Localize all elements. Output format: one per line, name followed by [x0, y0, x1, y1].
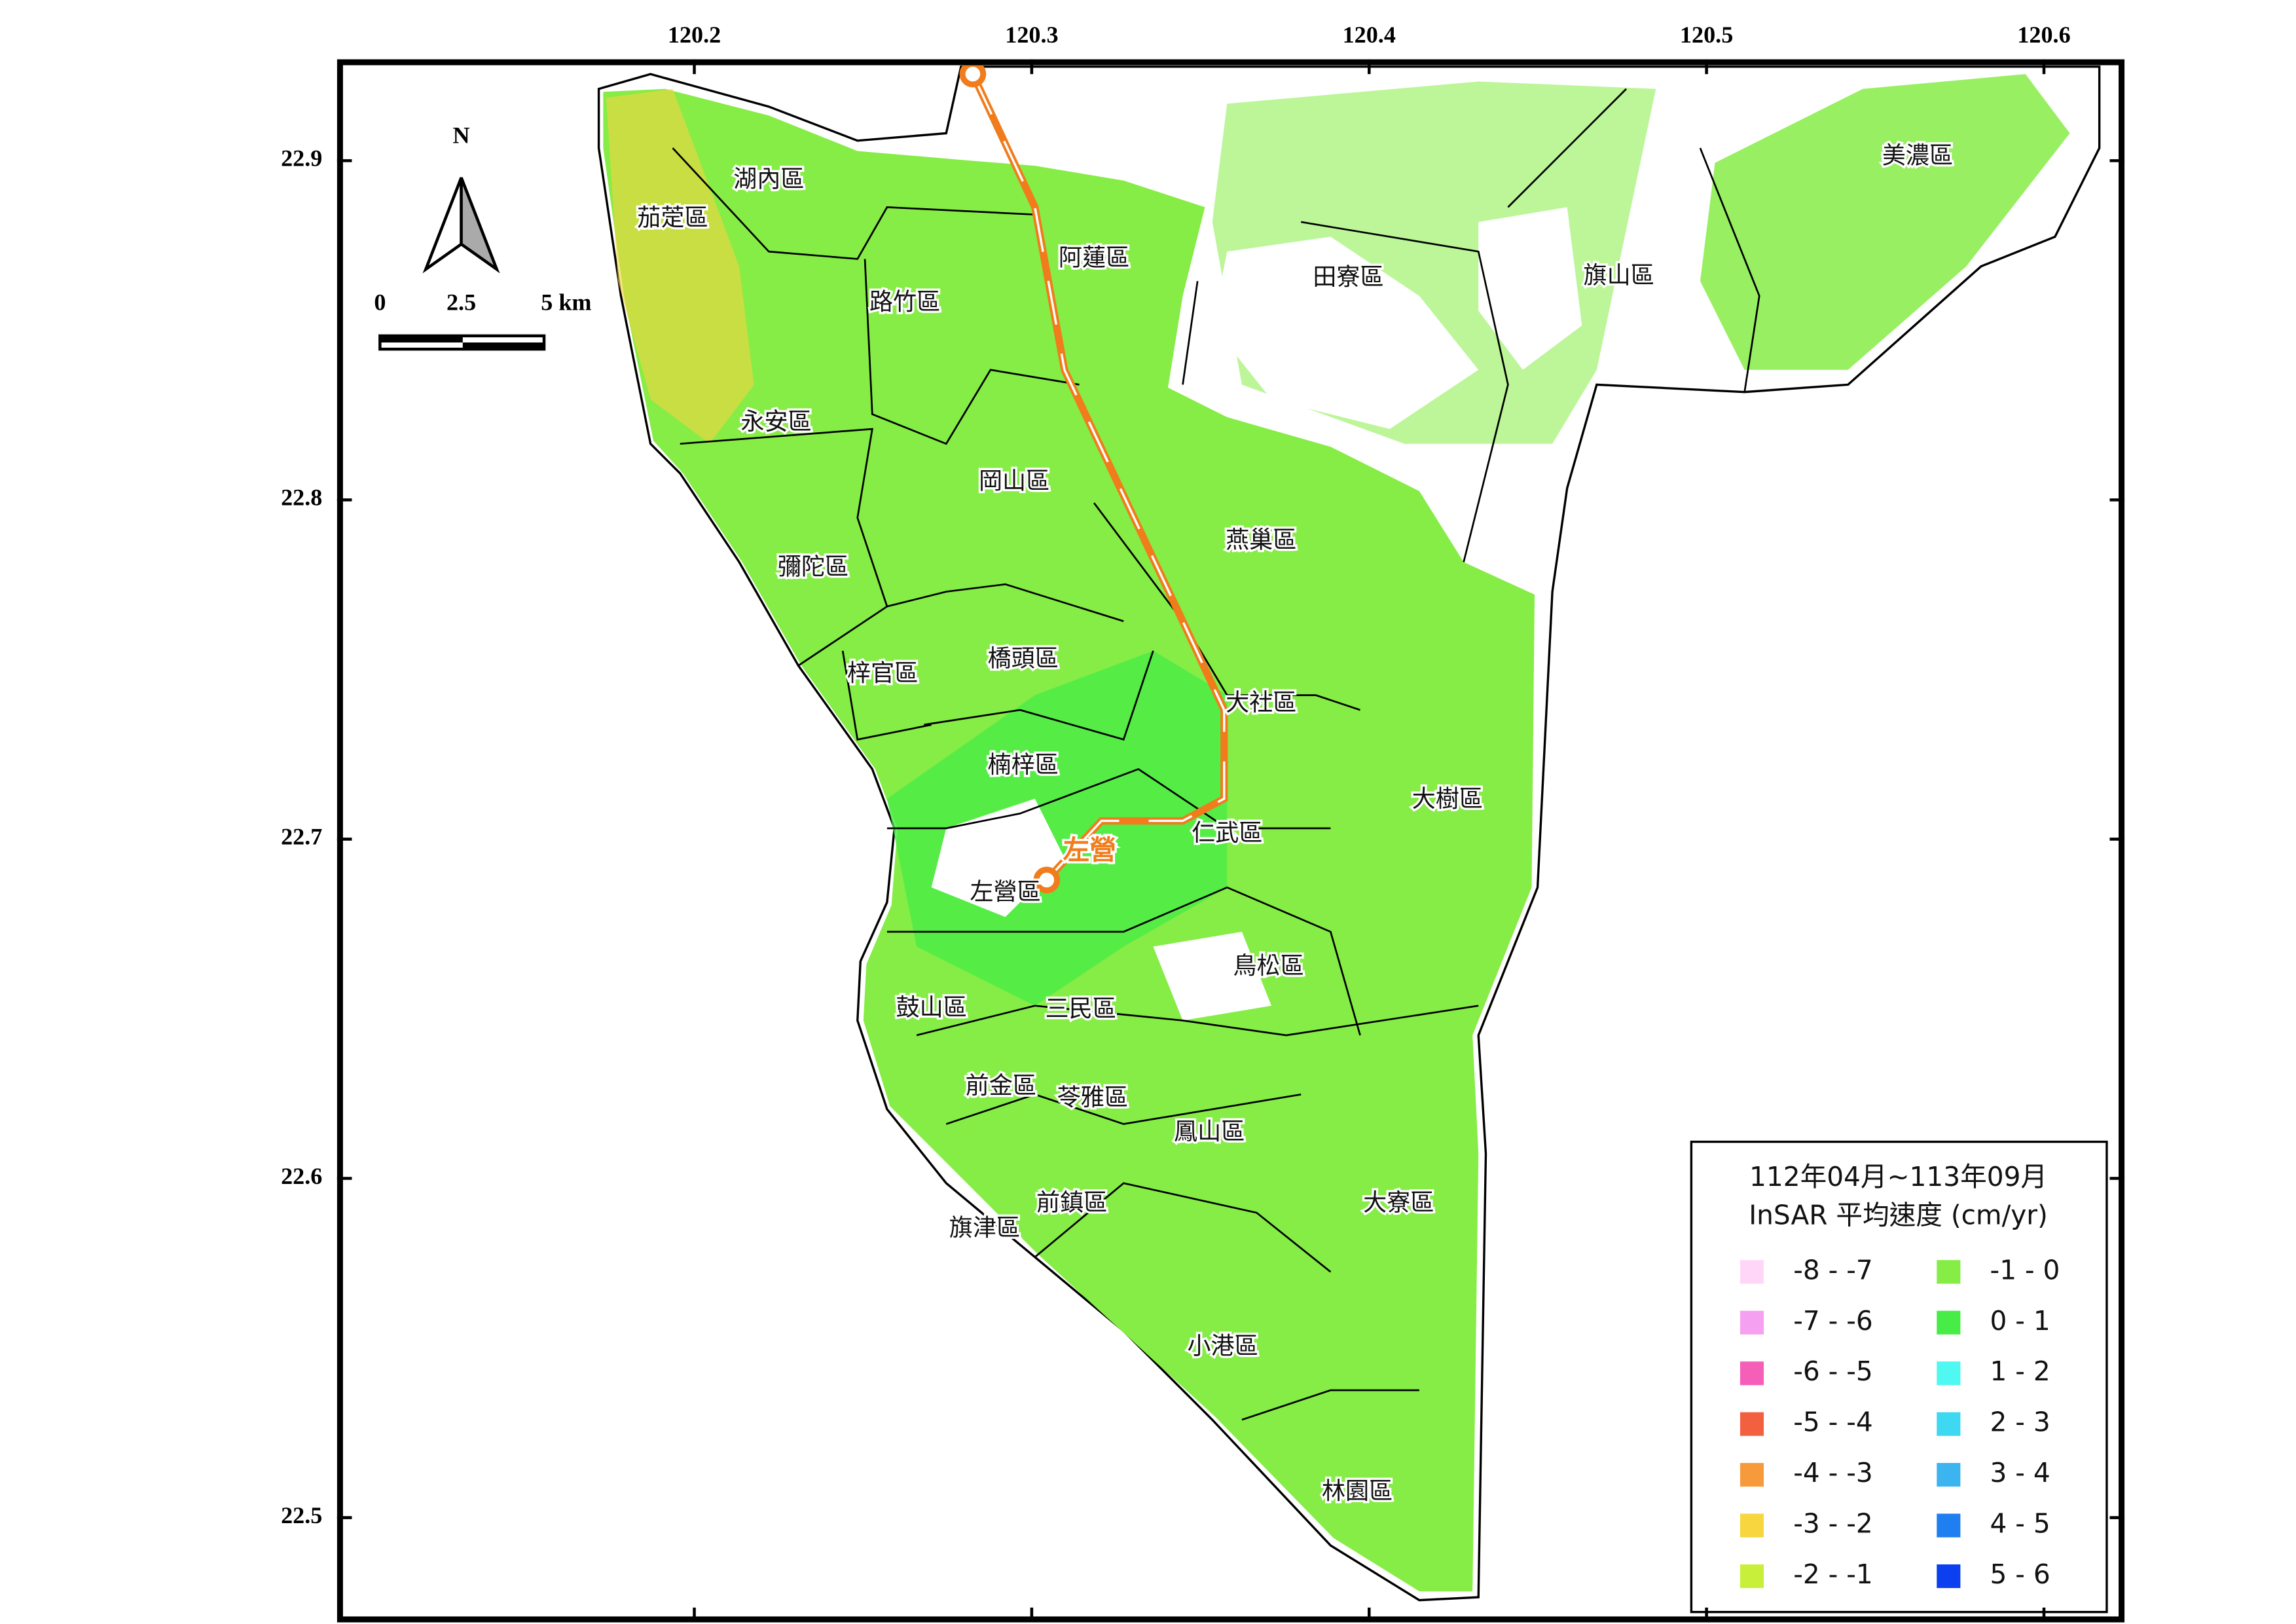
scale-bar: [462, 342, 545, 350]
lat-tick-label: 22.9: [281, 145, 322, 172]
legend-swatch: [1740, 1310, 1764, 1335]
legend-label: 2 - 3: [1990, 1407, 2050, 1438]
legend-swatch: [1740, 1513, 1764, 1538]
district-label: 前金區: [966, 1071, 1036, 1099]
lat-tick-label: 22.5: [281, 1502, 322, 1528]
district-label: 湖內區: [733, 165, 804, 193]
district-label: 阿蓮區: [1059, 243, 1129, 271]
district-label: 左營區: [970, 877, 1040, 906]
legend-swatch: [1740, 1260, 1764, 1284]
legend-label: -3 - -2: [1793, 1508, 1873, 1540]
district-label: 鳥松區: [1233, 951, 1303, 980]
lat-tick-label: 22.6: [281, 1163, 322, 1189]
district-label: 梓官區: [847, 659, 918, 687]
legend-label: 5 - 6: [1990, 1559, 2050, 1590]
legend-label: 1 - 2: [1990, 1356, 2050, 1387]
district-label: 大寮區: [1363, 1188, 1434, 1216]
district-label: 鳳山區: [1174, 1117, 1245, 1145]
legend-label: -5 - -4: [1793, 1407, 1873, 1438]
legend-label: -2 - -1: [1793, 1559, 1873, 1590]
north-arrow: [422, 177, 463, 274]
lat-tick-label: 22.7: [281, 824, 322, 850]
station-marker: [959, 60, 987, 88]
district-label: 美濃區: [1882, 141, 1953, 170]
district-label: 路竹區: [869, 287, 940, 316]
deformation-area: [886, 650, 1228, 1006]
north-arrow: [460, 177, 500, 274]
district-label: 苓雅區: [1057, 1083, 1128, 1111]
district-label: 橋頭區: [987, 644, 1058, 672]
legend-swatch: [1937, 1260, 1961, 1284]
district-boundaries: [672, 88, 1760, 1421]
map-frame: [337, 59, 2125, 1623]
legend-swatch: [1937, 1564, 1961, 1589]
unmeasured-area: [931, 207, 1582, 1021]
hsr-line-core: [972, 73, 1226, 881]
legend-label: -8 - -7: [1793, 1254, 1873, 1285]
district-label: 岡山區: [979, 466, 1049, 494]
legend-title: 112年04月~113年09月: [1749, 1161, 2047, 1192]
district-label: 大社區: [1226, 688, 1296, 716]
legend-label: 0 - 1: [1990, 1305, 2050, 1337]
scale-label: 0: [374, 289, 386, 316]
lat-tick-label: 22.8: [281, 485, 322, 511]
legend-label: -4 - -3: [1793, 1457, 1873, 1488]
lon-tick-label: 120.6: [2017, 22, 2070, 48]
district-label: 永安區: [740, 407, 811, 435]
scale-label: 5 km: [541, 289, 591, 316]
legend-swatch: [1740, 1564, 1764, 1589]
district-label: 仁武區: [1192, 819, 1262, 847]
legend-label: 3 - 4: [1990, 1457, 2050, 1488]
legend-title: InSAR 平均速度 (cm/yr): [1749, 1200, 2048, 1231]
legend-swatch: [1937, 1361, 1961, 1386]
station-marker: [1033, 866, 1061, 894]
district-label: 鼓山區: [896, 993, 966, 1021]
district-label: 田寮區: [1313, 263, 1383, 291]
district-label: 前鎮區: [1036, 1188, 1107, 1216]
legend-label: -7 - -6: [1793, 1305, 1873, 1337]
legend-swatch: [1937, 1513, 1961, 1538]
legend-swatch: [1937, 1310, 1961, 1335]
lon-tick-label: 120.5: [1680, 22, 1733, 48]
legend-label: -6 - -5: [1793, 1356, 1873, 1387]
scale-label: 2.5: [446, 289, 476, 316]
scale-bar: [380, 335, 463, 343]
district-label: 燕巢區: [1226, 526, 1296, 554]
district-label: 茄萣區: [637, 203, 708, 231]
deformation-area: [606, 88, 754, 444]
lon-tick-label: 120.2: [668, 22, 721, 48]
district-label: 大樹區: [1412, 784, 1483, 813]
north-label: N: [453, 122, 470, 149]
lon-tick-label: 120.4: [1343, 22, 1396, 48]
district-label: 楠梓區: [987, 750, 1058, 779]
district-label: 小港區: [1187, 1331, 1258, 1359]
station-label: 左營: [1063, 834, 1116, 866]
legend-swatch: [1937, 1412, 1961, 1436]
legend-label: -1 - 0: [1990, 1254, 2060, 1285]
district-label: 林園區: [1322, 1477, 1393, 1505]
district-label: 旗津區: [949, 1213, 1020, 1242]
lon-tick-label: 120.3: [1005, 22, 1058, 48]
deformation-area: [1700, 74, 2070, 370]
legend-swatch: [1740, 1361, 1764, 1386]
legend-label: 4 - 5: [1990, 1508, 2050, 1540]
legend-swatch: [1937, 1463, 1961, 1487]
district-label: 三民區: [1046, 995, 1116, 1023]
legend-swatch: [1740, 1412, 1764, 1436]
district-label: 彌陀區: [778, 552, 848, 580]
legend-swatch: [1740, 1463, 1764, 1487]
district-label: 旗山區: [1584, 261, 1654, 289]
